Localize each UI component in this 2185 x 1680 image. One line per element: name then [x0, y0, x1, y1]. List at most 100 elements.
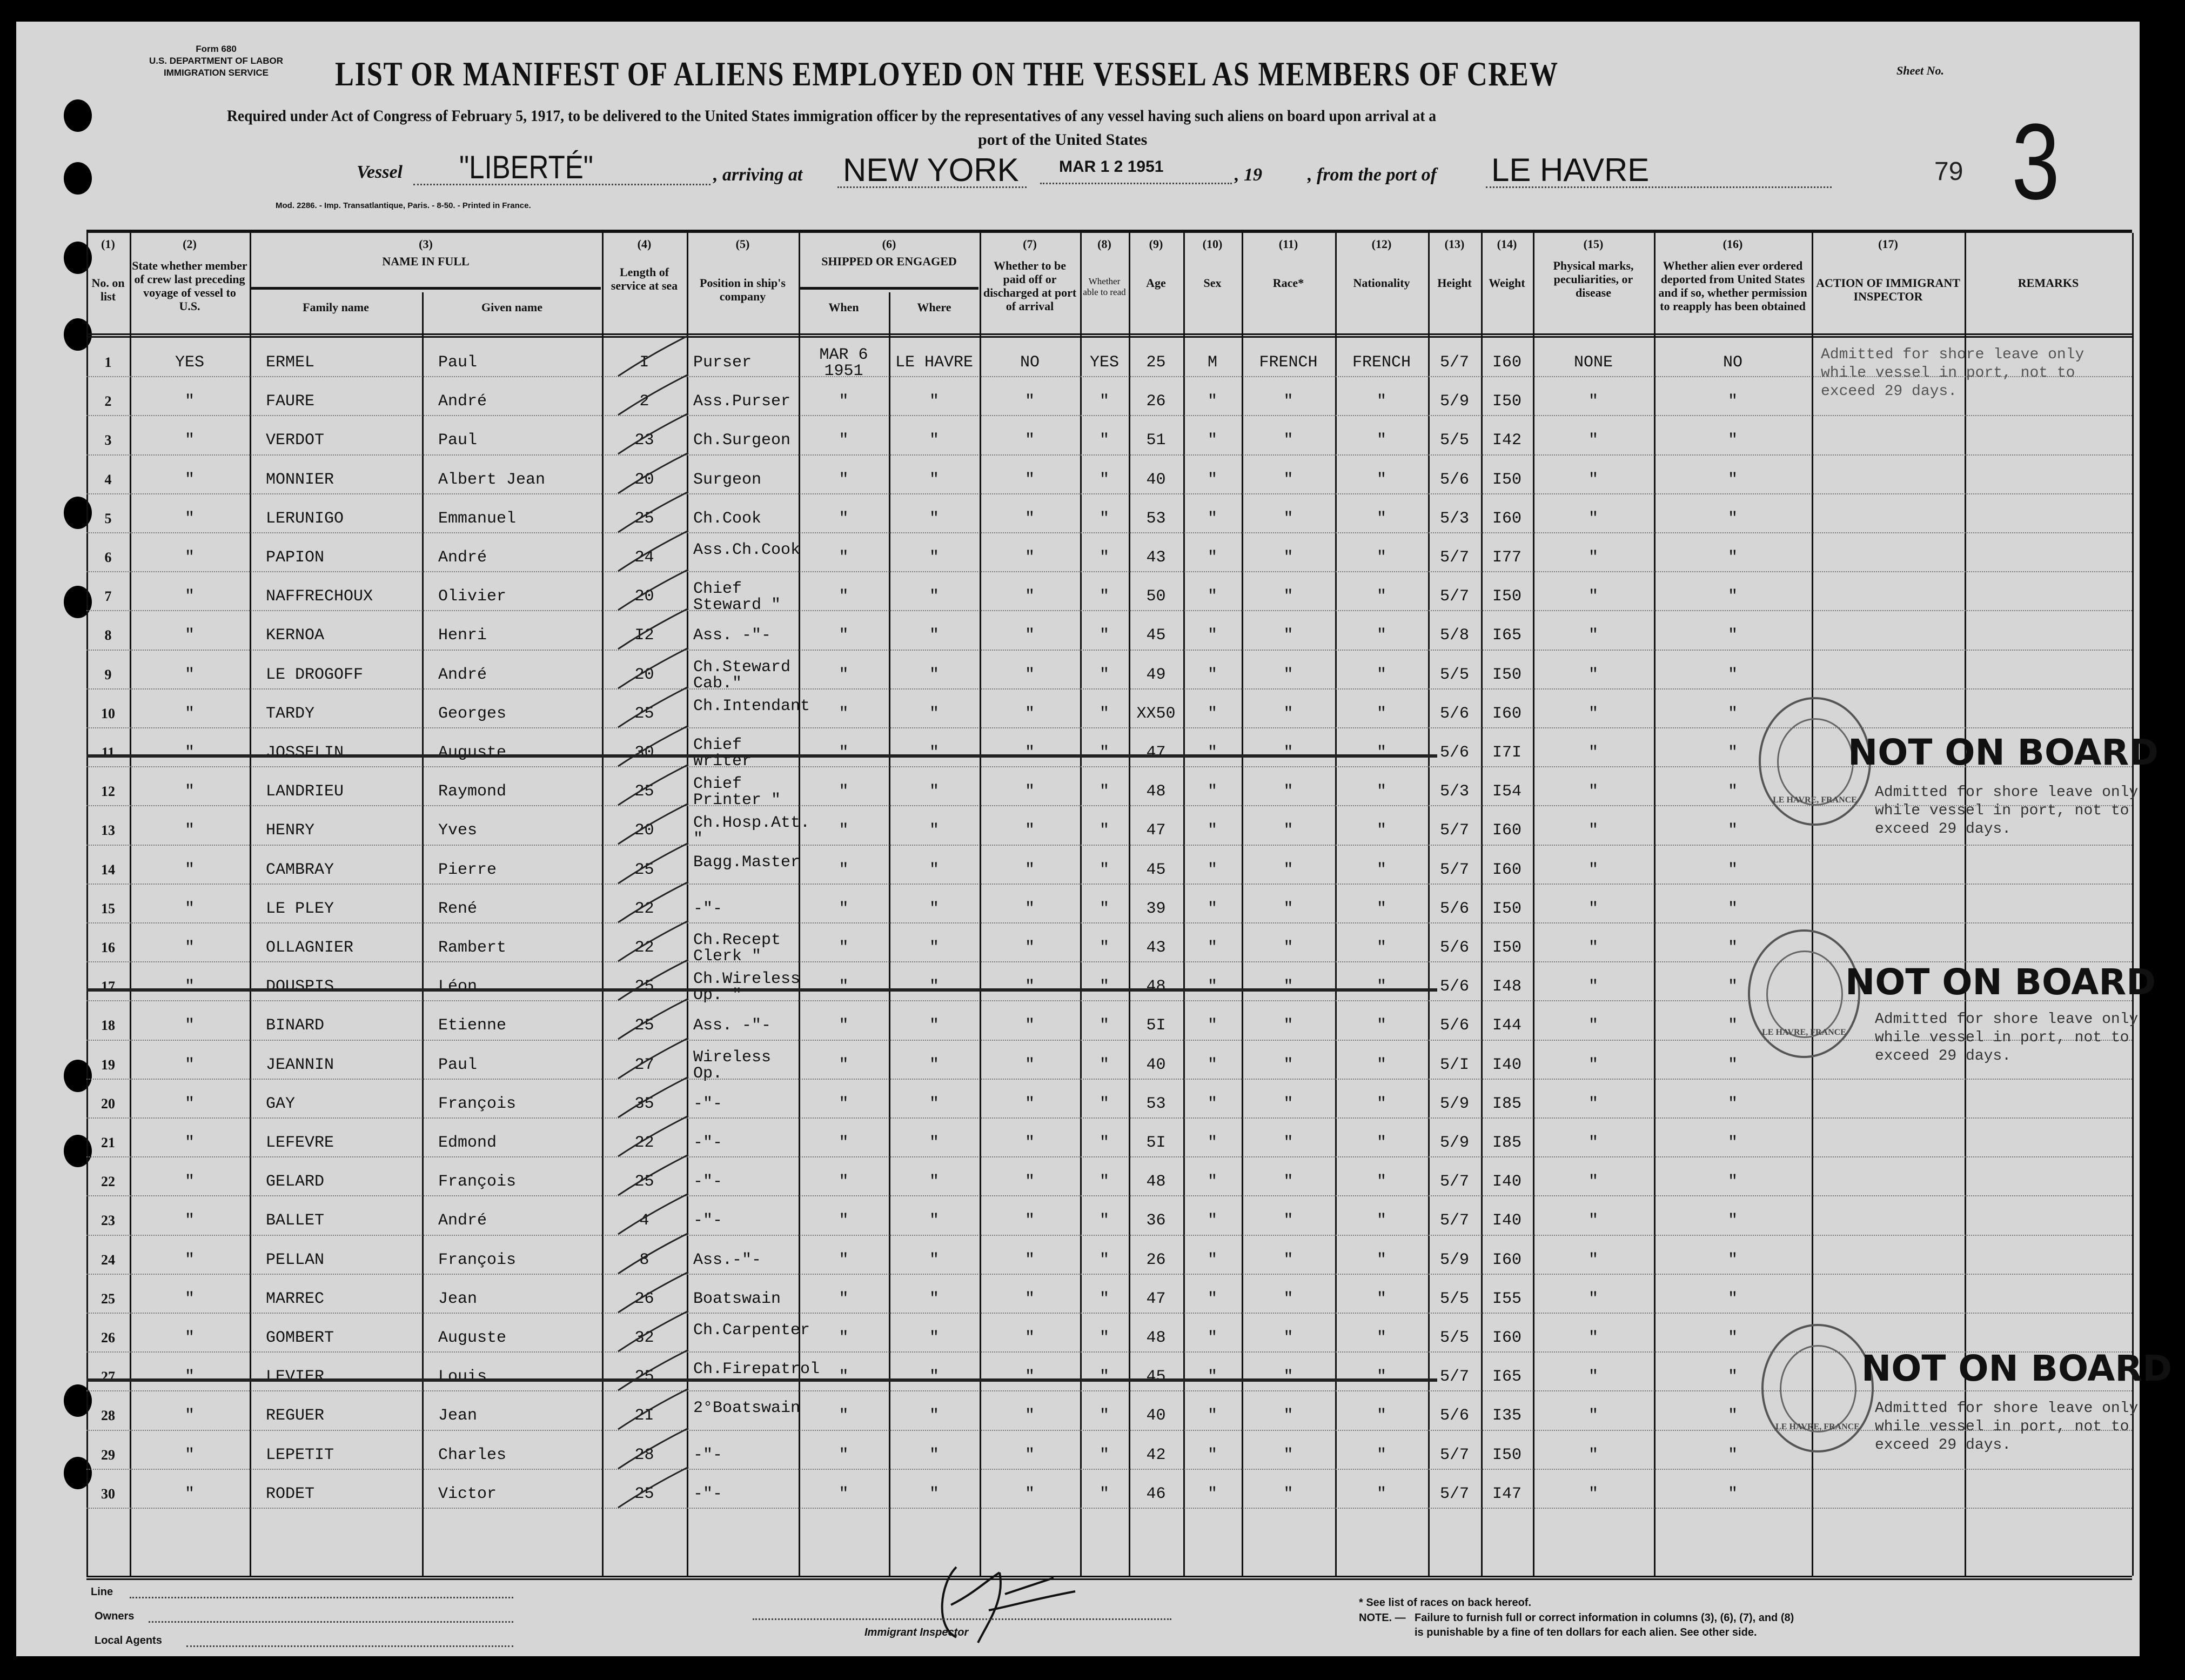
row-rule: [86, 1234, 2132, 1236]
table-cell: 5/7: [1439, 821, 1469, 840]
column-header: Nationality: [1353, 276, 1410, 290]
table-cell: 51: [1146, 431, 1166, 450]
note-text: Failure to furnish full or correct infor…: [1415, 1612, 1794, 1624]
table-cell: ": [929, 1094, 939, 1113]
table-cell: 43: [1146, 939, 1166, 957]
table-cell: 1: [104, 354, 112, 370]
table-cell: ": [1376, 665, 1386, 684]
arrival-date-stamp: MAR 1 2 1951: [1059, 158, 1164, 176]
table-cell: LANDRIEU: [266, 782, 344, 801]
table-cell: ": [929, 470, 939, 489]
table-cell: ": [1207, 939, 1217, 957]
table-cell: ": [1024, 1289, 1035, 1308]
table-cell: Victor: [438, 1484, 497, 1503]
table-cell: ": [1099, 1094, 1109, 1113]
table-cell: HENRY: [266, 821, 315, 840]
table-cell: 48: [1146, 1329, 1166, 1347]
table-cell: ": [929, 860, 939, 879]
table-cell: ": [1727, 626, 1738, 645]
table-cell: Ch.Intendant: [693, 697, 810, 715]
table-cell: ": [929, 1134, 939, 1152]
column-divider: [799, 233, 800, 1576]
table-cell: ": [929, 392, 939, 411]
table-cell: ": [1024, 1055, 1035, 1074]
table-cell: ": [1588, 899, 1598, 918]
table-cell: ": [839, 587, 849, 606]
table-cell: ": [1376, 978, 1386, 996]
table-cell: 53: [1146, 509, 1166, 528]
table-cell: ": [839, 1445, 849, 1464]
table-cell: ": [1588, 1055, 1598, 1074]
table-cell: Albert Jean: [438, 470, 546, 489]
crew-manifest-table: (1) No. on list (2) State whether member of…: [86, 230, 2134, 1580]
check-mark-icon: [618, 1271, 689, 1314]
table-cell: I60: [1492, 821, 1522, 840]
table-cell: ": [184, 1329, 195, 1347]
table-cell: ": [184, 939, 195, 957]
column-header: Weight: [1489, 276, 1525, 290]
table-cell: ": [839, 1329, 849, 1347]
table-cell: ": [1727, 939, 1738, 957]
table-cell: ": [1376, 704, 1386, 723]
table-cell: 5/3: [1439, 782, 1469, 801]
table-cell: ": [1024, 1173, 1035, 1192]
table-cell: I40: [1492, 1055, 1522, 1074]
table-cell: ": [184, 782, 195, 801]
table-cell: ": [1024, 939, 1035, 957]
row-rule: [86, 1195, 2132, 1197]
table-cell: ": [1376, 1368, 1386, 1387]
table-cell: ": [1207, 1289, 1217, 1308]
table-cell: 2: [104, 393, 112, 410]
table-cell: I50: [1492, 587, 1522, 606]
table-cell: ": [1024, 431, 1035, 450]
column-number: (7): [1023, 237, 1037, 251]
table-cell: 10: [101, 705, 115, 721]
table-cell: ": [839, 1407, 849, 1425]
table-cell: -"-: [693, 1173, 723, 1192]
table-cell: ": [1099, 1445, 1109, 1464]
admitted-shore-leave-stamp: Admitted for shore leave only while vess…: [1875, 1400, 2139, 1454]
column-header: Position in ship's company: [700, 276, 786, 303]
table-cell: CAMBRAY: [266, 860, 334, 879]
table-cell: ": [1376, 1134, 1386, 1152]
table-cell: I50: [1492, 665, 1522, 684]
column-number: (4): [637, 237, 652, 251]
table-cell: ": [1283, 548, 1293, 567]
table-cell: ": [1588, 587, 1598, 606]
table-cell: ": [1376, 744, 1386, 762]
requirement-text: Required under Act of Congress of Februa…: [227, 107, 1437, 125]
table-cell: ": [1024, 1407, 1035, 1425]
table-cell: 19: [101, 1056, 115, 1073]
table-cell: ": [1283, 1407, 1293, 1425]
table-cell: ": [1283, 1445, 1293, 1464]
table-cell: ": [929, 587, 939, 606]
table-cell: ": [1727, 704, 1738, 723]
table-cell: I50: [1492, 470, 1522, 489]
check-mark-icon: [618, 1154, 689, 1196]
check-mark-icon: [618, 1388, 689, 1430]
table-cell: 5/5: [1439, 1289, 1469, 1308]
table-cell: I7I: [1492, 744, 1522, 762]
table-cell: ": [1207, 704, 1217, 723]
table-cell: ": [1376, 431, 1386, 450]
table-cell: ": [1727, 899, 1738, 918]
table-cell: OLLAGNIER: [266, 939, 354, 957]
column-number: (14): [1497, 237, 1517, 251]
column-divider: [889, 292, 890, 1576]
table-cell: ": [1727, 509, 1738, 528]
table-cell: ": [1024, 1212, 1035, 1230]
table-cell: ": [929, 1250, 939, 1269]
column-header: No. on list: [91, 276, 125, 303]
column-divider: [980, 233, 981, 1576]
table-cell: ": [1207, 665, 1217, 684]
column-header: REMARKS: [2018, 276, 2079, 290]
table-cell: 5/5: [1439, 431, 1469, 450]
table-cell: Paul: [438, 431, 478, 450]
column-number: (1): [101, 237, 115, 251]
table-cell: ": [184, 548, 195, 567]
row-rule: [86, 805, 2132, 807]
table-cell: ": [929, 1329, 939, 1347]
check-mark-icon: [618, 998, 689, 1040]
table-cell: ": [839, 470, 849, 489]
column-number: (5): [735, 237, 750, 251]
